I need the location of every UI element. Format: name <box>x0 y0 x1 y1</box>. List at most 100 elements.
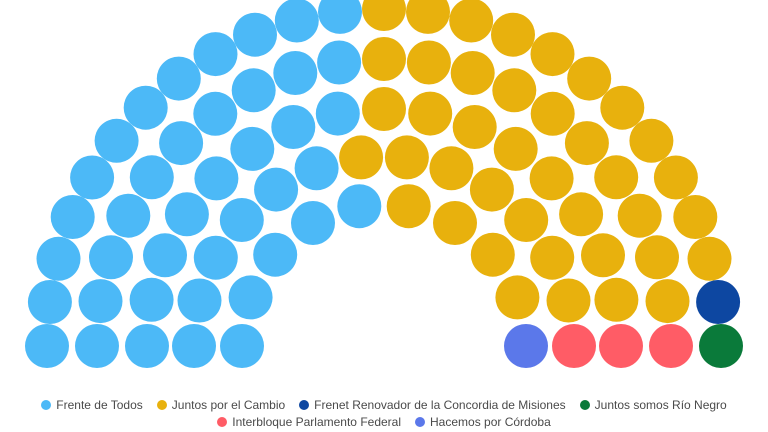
seat <box>315 91 360 136</box>
seat <box>254 167 299 212</box>
legend-swatch <box>579 399 590 410</box>
seat <box>339 135 384 180</box>
seat <box>193 32 238 77</box>
seat <box>493 126 538 171</box>
legend-item-interbloque-parlamento-federal[interactable]: Interbloque Parlamento Federal <box>217 415 401 429</box>
seat <box>78 279 123 324</box>
seat <box>193 235 238 280</box>
seat <box>94 118 139 163</box>
seat <box>193 91 238 136</box>
seat <box>70 155 115 200</box>
seat <box>362 0 406 31</box>
seat <box>318 0 362 34</box>
seat <box>129 277 174 322</box>
seat <box>273 51 318 95</box>
seat <box>337 184 382 229</box>
seat <box>645 279 690 324</box>
seat <box>649 324 693 368</box>
seat <box>673 195 718 239</box>
seat <box>546 278 591 323</box>
seat <box>600 85 645 130</box>
seat <box>564 121 609 166</box>
seat <box>433 201 477 245</box>
seat <box>386 184 431 229</box>
legend-row-1: Frente de Todos Juntos por el Cambio Fre… <box>0 396 768 413</box>
legend-label: Frente de Todos <box>56 397 143 412</box>
seat <box>408 91 453 136</box>
seat <box>384 135 429 180</box>
legend-swatch <box>156 399 167 410</box>
legend-label: Interbloque Parlamento Federal <box>232 414 402 429</box>
seat <box>491 12 535 57</box>
seat <box>429 146 474 191</box>
seat <box>581 233 625 278</box>
seat <box>530 235 575 280</box>
legend-item-frenet-renovador[interactable]: Frenet Renovador de la Concordia de Misi… <box>299 397 566 412</box>
legend-swatch <box>41 399 52 410</box>
parliament-chart <box>25 0 743 368</box>
seat <box>629 118 674 163</box>
seat <box>470 232 515 277</box>
seat <box>50 195 95 239</box>
seat <box>317 40 362 85</box>
seat <box>36 236 81 281</box>
seat <box>271 105 316 149</box>
seat <box>172 324 216 368</box>
seat <box>231 68 276 113</box>
seat <box>228 275 273 320</box>
legend-swatch <box>299 399 310 410</box>
legend-row-2: Interbloque Parlamento Federal Hacemos p… <box>0 413 768 430</box>
seat <box>699 324 743 368</box>
seat <box>594 277 639 322</box>
seat <box>530 91 575 136</box>
seat <box>253 232 298 277</box>
seat <box>219 198 264 242</box>
seat <box>291 201 335 245</box>
seat <box>89 235 133 280</box>
seat <box>106 193 151 238</box>
seat <box>362 37 406 81</box>
legend-label: Juntos por el Cambio <box>171 397 286 412</box>
seat <box>599 324 643 368</box>
legend-swatch <box>217 416 228 427</box>
seat <box>25 324 69 368</box>
seat <box>552 324 596 368</box>
seat <box>143 233 187 278</box>
seat <box>220 324 264 368</box>
legend-item-frente-de-todos[interactable]: Frente de Todos <box>41 398 143 412</box>
seat <box>75 324 119 368</box>
seat <box>156 56 201 101</box>
seat <box>406 40 451 85</box>
seat <box>27 280 72 324</box>
seat <box>406 0 450 34</box>
seat <box>123 85 168 130</box>
seat <box>617 193 662 238</box>
seat <box>230 126 275 171</box>
legend: Frente de Todos Juntos por el Cambio Fre… <box>0 396 768 430</box>
seat <box>530 32 575 77</box>
seat <box>495 275 540 320</box>
legend-label: Juntos somos Río Negro <box>594 397 727 412</box>
seat <box>159 121 204 166</box>
seat <box>469 167 514 212</box>
seat <box>635 235 679 280</box>
seat <box>594 155 639 200</box>
seat <box>233 12 277 57</box>
seat <box>449 0 494 43</box>
legend-label: Hacemos por Córdoba <box>430 414 551 429</box>
seat <box>653 155 698 200</box>
seat <box>452 105 497 149</box>
seat <box>696 280 741 324</box>
legend-item-juntos-somos-rio-negro[interactable]: Juntos somos Río Negro <box>579 397 727 412</box>
seat <box>177 278 222 323</box>
seat <box>504 324 548 368</box>
legend-item-hacemos-por-cordoba[interactable]: Hacemos por Córdoba <box>415 415 551 429</box>
seat <box>687 236 732 281</box>
seat <box>504 198 549 242</box>
seat <box>492 68 537 113</box>
seat <box>529 156 574 201</box>
seat <box>194 156 239 201</box>
seat <box>125 324 169 368</box>
legend-item-juntos-por-el-cambio[interactable]: Juntos por el Cambio <box>156 397 286 412</box>
legend-label: Frenet Renovador de la Concordia de Misi… <box>314 397 566 412</box>
